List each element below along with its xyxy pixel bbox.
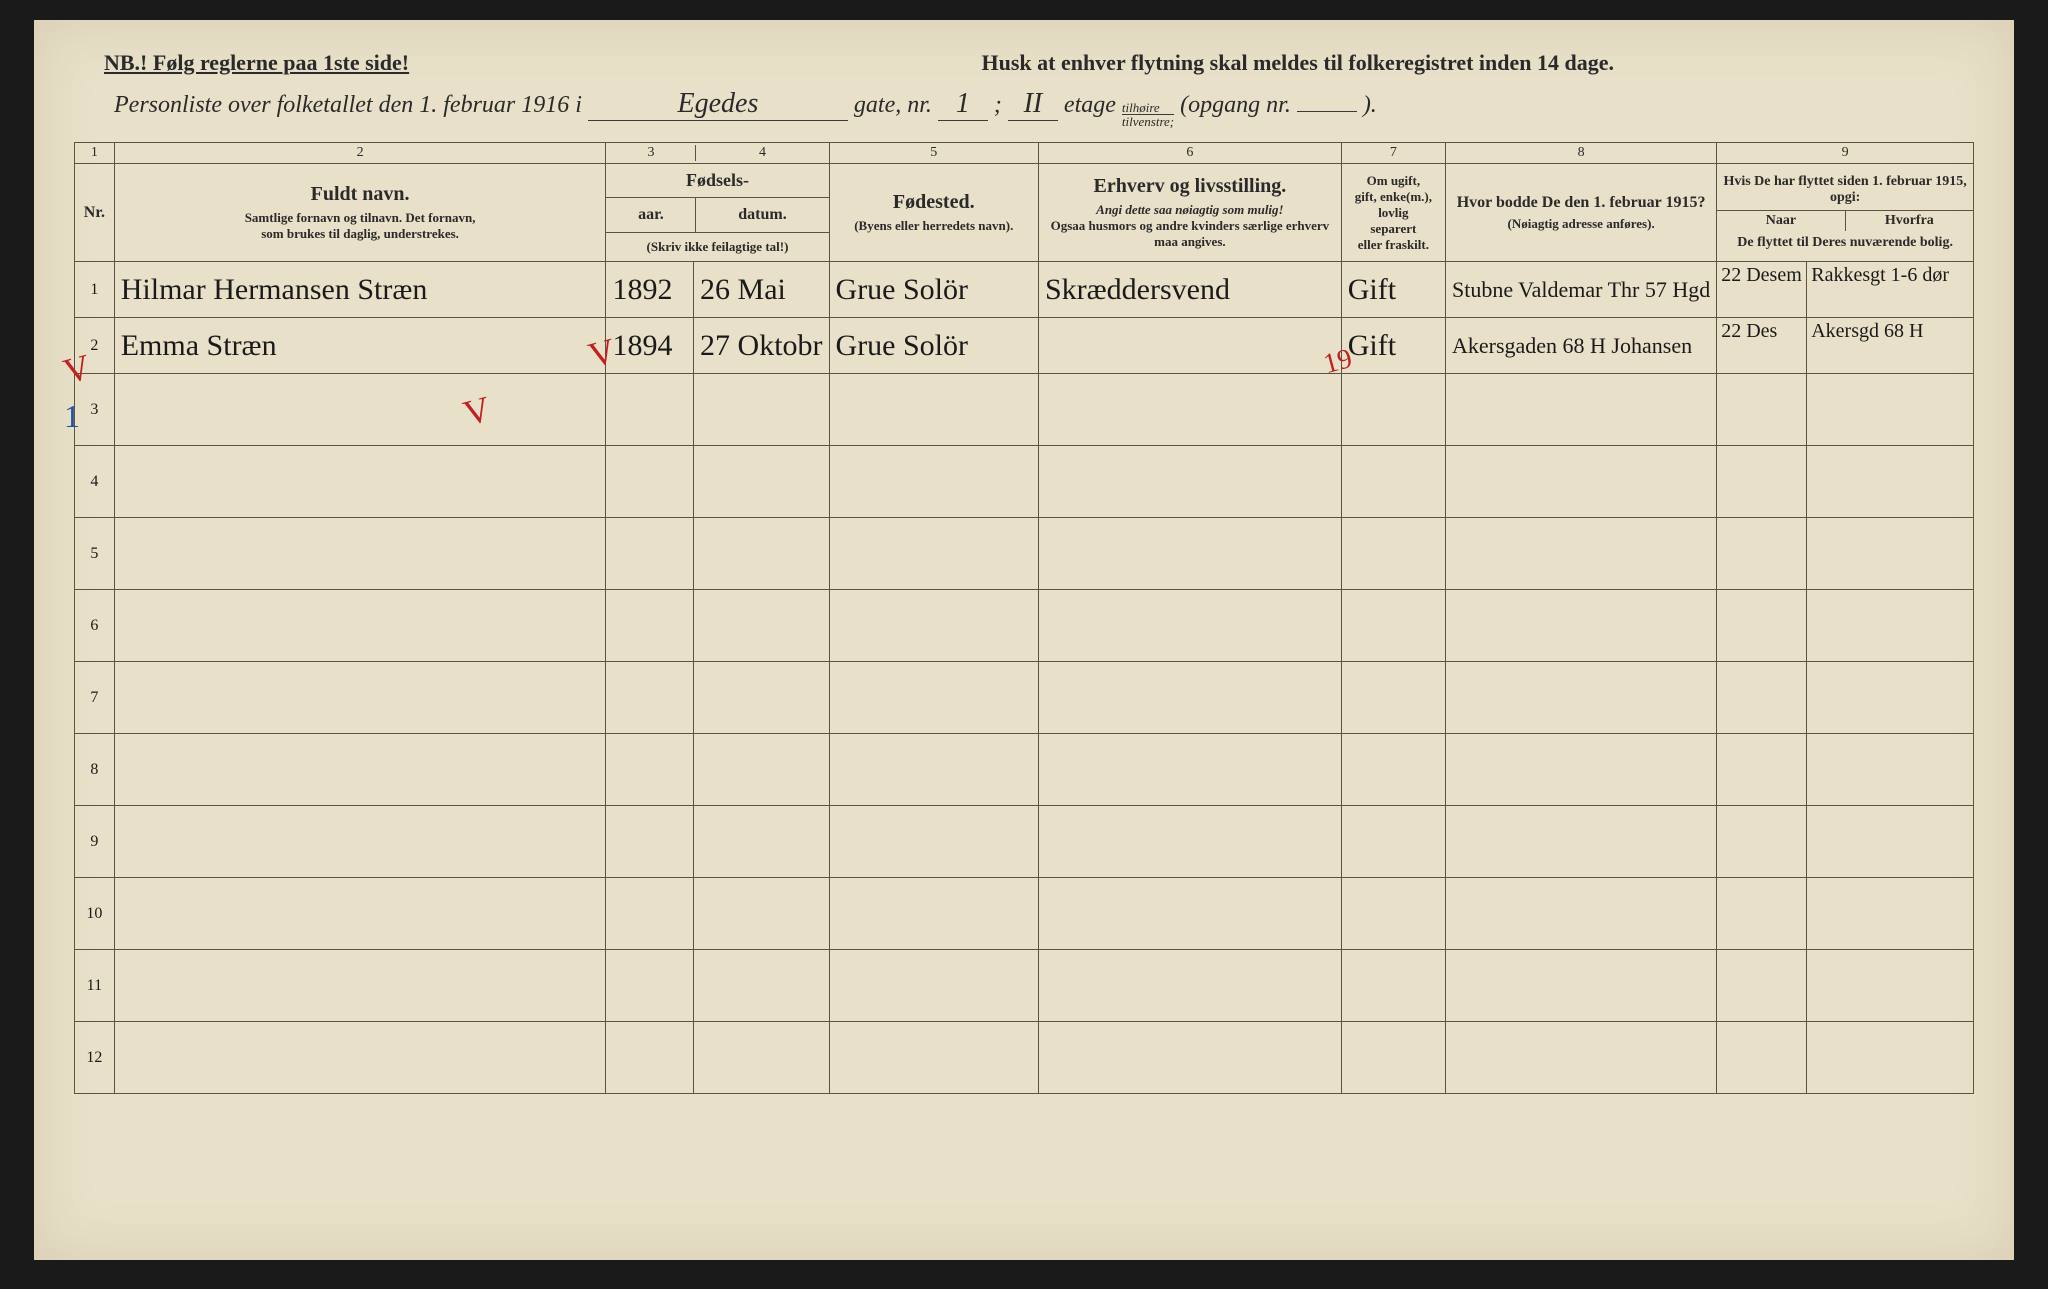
table-row: 8 xyxy=(75,734,1974,806)
table-row: 5 xyxy=(75,518,1974,590)
husk-reminder: Husk at enhver flytning skal meldes til … xyxy=(981,50,1614,76)
blue-annotation-1: 1 xyxy=(64,398,80,435)
row-year: 1892 xyxy=(606,262,694,318)
header-birthplace: Fødested. (Byens eller herredets navn). xyxy=(829,164,1038,262)
row-nr: 9 xyxy=(75,806,115,878)
table-row: 9 xyxy=(75,806,1974,878)
table-row: 6 xyxy=(75,590,1974,662)
gate-label: gate, nr. xyxy=(854,92,932,119)
row-nr: 12 xyxy=(75,1022,115,1094)
table-row: 7 xyxy=(75,662,1974,734)
closing-paren: ). xyxy=(1363,92,1377,119)
etage-fraction: tilhøire tilvenstre; xyxy=(1122,101,1174,128)
row-date: 27 Oktobr xyxy=(694,318,830,374)
colnum-1: 1 xyxy=(75,143,115,164)
row-nr: 8 xyxy=(75,734,115,806)
header-row-1: NB.! Følg reglerne paa 1ste side! Husk a… xyxy=(74,50,1974,84)
census-table: 1 2 3 4 5 6 7 8 9 Nr. Fuldt navn. Samtli… xyxy=(74,142,1974,1094)
header-birth: Fødsels- aar. datum. xyxy=(606,164,829,233)
row-name: Emma Stræn xyxy=(114,318,606,374)
row-birthplace: Grue Solör xyxy=(829,318,1038,374)
header-marital: Om ugift, gift, enke(m.), lovlig separer… xyxy=(1341,164,1445,262)
gate-nr-field: 1 xyxy=(938,88,988,121)
colnum-4: 4 xyxy=(696,145,828,161)
semicolon: ; xyxy=(994,92,1002,119)
header-naar: Naar xyxy=(1717,211,1845,231)
row-moved: 22 Des Akersgd 68 H xyxy=(1717,318,1974,374)
header-birth-note: (Skriv ikke feilagtige tal!) xyxy=(606,233,829,262)
row-date: 26 Mai xyxy=(694,262,830,318)
census-document: NB.! Følg reglerne paa 1ste side! Husk a… xyxy=(34,20,2014,1260)
header-name: Fuldt navn. Samtlige fornavn og tilnavn.… xyxy=(114,164,606,262)
colnum-5: 5 xyxy=(829,143,1038,164)
row-nr: 5 xyxy=(75,518,115,590)
colnum-8: 8 xyxy=(1445,143,1716,164)
header-row-main: Nr. Fuldt navn. Samtlige fornavn og tiln… xyxy=(75,164,1974,233)
table-row: 1 Hilmar Hermansen Stræn 1892 26 Mai Gru… xyxy=(75,262,1974,318)
row-nr: 7 xyxy=(75,662,115,734)
header-date: datum. xyxy=(696,198,828,232)
row-nr: 6 xyxy=(75,590,115,662)
table-row: 3 xyxy=(75,374,1974,446)
opgang-label: (opgang nr. xyxy=(1180,92,1291,119)
row-nr: 4 xyxy=(75,446,115,518)
row-addr1915: Akersgaden 68 H Johansen xyxy=(1445,318,1716,374)
table-row: 4 xyxy=(75,446,1974,518)
personliste-label: Personliste over folketallet den 1. febr… xyxy=(114,92,582,119)
row-name: Hilmar Hermansen Stræn xyxy=(114,262,606,318)
street-name-field: Egedes xyxy=(588,88,848,121)
header-row-2: Personliste over folketallet den 1. febr… xyxy=(74,84,1974,138)
header-hvorfra: Hvorfra xyxy=(1846,211,1973,231)
row-marital: Gift xyxy=(1341,318,1445,374)
etage-label: etage xyxy=(1064,92,1116,119)
row-occupation: Skræddersvend xyxy=(1039,262,1342,318)
header-occupation: Erhverv og livsstilling. Angi dette saa … xyxy=(1039,164,1342,262)
colnum-2: 2 xyxy=(114,143,606,164)
row-moved: 22 Desem Rakkesgt 1-6 dør xyxy=(1717,262,1974,318)
colnum-9: 9 xyxy=(1717,143,1974,164)
header-addr1915: Hvor bodde De den 1. februar 1915? (Nøia… xyxy=(1445,164,1716,262)
table-row: 10 xyxy=(75,878,1974,950)
nb-warning: NB.! Følg reglerne paa 1ste side! xyxy=(104,50,409,76)
colnum-3: 3 xyxy=(606,145,696,161)
table-row: 2 Emma Stræn 1894 27 Oktobr Grue Solör G… xyxy=(75,318,1974,374)
etage-field: II xyxy=(1008,88,1058,121)
row-nr: 11 xyxy=(75,950,115,1022)
row-year: 1894 xyxy=(606,318,694,374)
row-birthplace: Grue Solör xyxy=(829,262,1038,318)
column-number-row: 1 2 3 4 5 6 7 8 9 xyxy=(75,143,1974,164)
row-occupation xyxy=(1039,318,1342,374)
colnum-7: 7 xyxy=(1341,143,1445,164)
row-nr: 10 xyxy=(75,878,115,950)
table-row: 12 xyxy=(75,1022,1974,1094)
opgang-field xyxy=(1297,111,1357,112)
header-moved: Hvis De har flyttet siden 1. februar 191… xyxy=(1717,164,1974,262)
row-marital: Gift xyxy=(1341,262,1445,318)
row-nr: 1 xyxy=(75,262,115,318)
table-row: 11 xyxy=(75,950,1974,1022)
colnum-6: 6 xyxy=(1039,143,1342,164)
header-nr: Nr. xyxy=(75,164,115,262)
header-year: aar. xyxy=(606,198,696,232)
row-addr1915: Stubne Valdemar Thr 57 Hgd xyxy=(1445,262,1716,318)
